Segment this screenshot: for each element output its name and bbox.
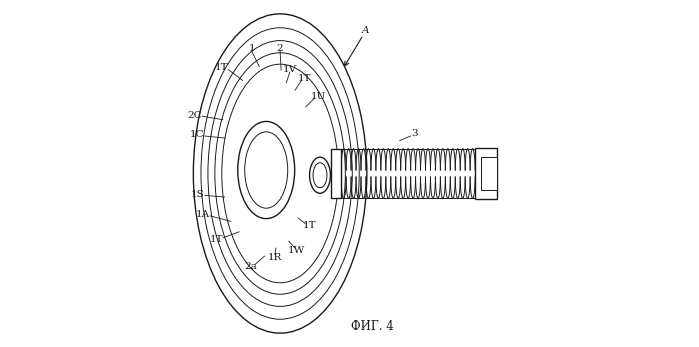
Bar xyxy=(481,157,496,190)
Bar xyxy=(331,149,341,198)
Text: 2: 2 xyxy=(277,44,283,53)
Text: 1U: 1U xyxy=(311,92,326,101)
Bar xyxy=(475,148,496,199)
Text: 1T: 1T xyxy=(303,221,317,230)
Text: 2C: 2C xyxy=(188,111,203,120)
Text: 2a: 2a xyxy=(244,262,257,271)
Text: 1A: 1A xyxy=(196,210,210,219)
Text: 1T: 1T xyxy=(298,74,312,83)
Text: 1W: 1W xyxy=(288,246,305,255)
Text: 1T: 1T xyxy=(210,235,224,244)
Text: 1C: 1C xyxy=(190,130,205,139)
Text: 1R: 1R xyxy=(268,253,282,262)
Text: 1S: 1S xyxy=(191,190,204,199)
Text: 1V: 1V xyxy=(283,65,297,74)
Text: 1: 1 xyxy=(248,44,255,53)
Text: ФИГ. 4: ФИГ. 4 xyxy=(351,320,394,333)
Text: 1T: 1T xyxy=(215,63,229,72)
Text: A: A xyxy=(361,26,369,35)
Text: 3: 3 xyxy=(412,129,418,138)
